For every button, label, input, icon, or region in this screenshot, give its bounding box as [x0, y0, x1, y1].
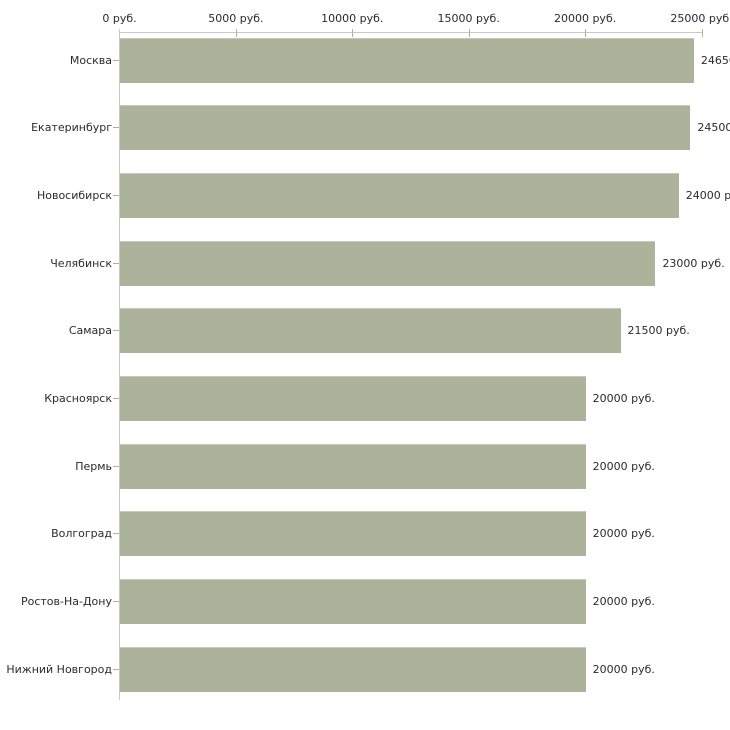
- y-tick-mark: [113, 262, 119, 264]
- value-label: 21500 руб.: [627, 324, 690, 338]
- bar: [120, 646, 586, 692]
- bar-row: Москва 24650 руб.: [0, 37, 730, 83]
- bar: [120, 308, 621, 354]
- bar-row: Екатеринбург 24500 руб.: [0, 105, 730, 151]
- x-axis-tick-label: 10000 руб.: [321, 12, 384, 25]
- category-label: Красноярск: [44, 392, 112, 405]
- value-label: 23000 руб.: [662, 256, 725, 270]
- bar-row: Ростов-На-Дону 20000 руб.: [0, 579, 730, 625]
- bar-row: Волгоград 20000 руб.: [0, 511, 730, 557]
- x-tick-mark: [468, 29, 470, 37]
- y-tick-mark: [113, 194, 119, 196]
- bar-row: Самара 21500 руб.: [0, 308, 730, 354]
- bar: [120, 511, 586, 557]
- y-axis-line: [119, 29, 120, 700]
- bar: [120, 105, 691, 151]
- bar: [120, 376, 586, 421]
- category-label: Самара: [68, 324, 112, 338]
- bar-row: Пермь 20000 руб.: [0, 443, 730, 489]
- value-label: 24650 руб.: [700, 53, 730, 67]
- y-tick-mark: [113, 465, 119, 467]
- category-label: Нижний Новгород: [6, 662, 112, 676]
- bar-row: Новосибирск 24000 руб.: [0, 172, 730, 218]
- category-label: Челябинск: [50, 256, 112, 270]
- category-label: Москва: [69, 53, 112, 67]
- x-axis-line: [119, 32, 703, 33]
- value-label: 20000 руб.: [592, 392, 655, 405]
- category-label: Новосибирск: [36, 188, 112, 202]
- bar-row: Нижний Новгород 20000 руб.: [0, 646, 730, 692]
- bar: [120, 37, 694, 83]
- value-label: 20000 руб.: [592, 662, 655, 676]
- x-axis-tick-label: 5000 руб.: [208, 12, 264, 25]
- y-tick-mark: [113, 533, 119, 535]
- value-label: 24000 руб.: [685, 188, 730, 202]
- x-tick-mark: [235, 29, 237, 37]
- category-label: Екатеринбург: [31, 121, 112, 135]
- value-label: 20000 руб.: [592, 459, 655, 473]
- x-tick-mark: [701, 29, 703, 37]
- x-axis-tick-label: 20000 руб.: [553, 12, 617, 25]
- value-label: 20000 руб.: [592, 527, 655, 541]
- bar: [120, 579, 586, 625]
- value-label: 20000 руб.: [592, 595, 655, 609]
- y-tick-mark: [113, 668, 119, 670]
- category-label: Волгоград: [51, 527, 112, 541]
- y-tick-mark: [113, 601, 119, 603]
- bar: [120, 240, 656, 286]
- value-label: 24500 руб.: [697, 121, 730, 135]
- bar-row: Красноярск 20000 руб.: [0, 376, 730, 421]
- y-tick-mark: [113, 398, 119, 399]
- x-axis-tick-label: 15000 руб.: [437, 12, 500, 25]
- x-axis-tick-label: 0 руб.: [102, 12, 137, 25]
- x-axis-tick-label: 25000 руб.: [670, 12, 730, 25]
- category-label: Пермь: [75, 459, 112, 473]
- bar: [120, 172, 679, 218]
- y-tick-mark: [113, 127, 119, 129]
- bar-row: Челябинск 23000 руб.: [0, 240, 730, 286]
- y-tick-mark: [113, 59, 119, 61]
- bar: [120, 443, 586, 489]
- x-tick-mark: [352, 29, 354, 37]
- category-label: Ростов-На-Дону: [20, 595, 112, 609]
- y-tick-mark: [113, 330, 119, 332]
- x-tick-mark: [585, 29, 587, 37]
